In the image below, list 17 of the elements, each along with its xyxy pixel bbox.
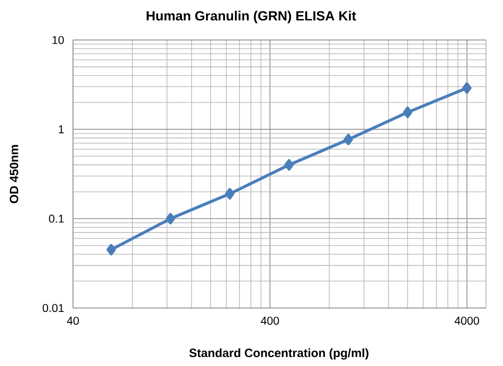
y-tick-label: 0.1 [48, 214, 64, 223]
chart-title: Human Granulin (GRN) ELISA Kit [146, 10, 356, 24]
point [284, 159, 294, 171]
point [166, 212, 176, 224]
y-axis-title: OD 450nm [10, 145, 18, 204]
x-tick-label: 4000 [454, 316, 480, 325]
point [225, 188, 234, 200]
point [462, 82, 472, 94]
y-tick-label: 1 [58, 125, 64, 134]
point [402, 106, 412, 118]
x-tick-label: 40 [66, 316, 79, 325]
y-tick-label: 0.01 [42, 304, 64, 312]
y-tick-label: 10 [52, 36, 64, 44]
x-tick-label: 400 [260, 316, 279, 325]
point [344, 134, 354, 146]
point [106, 244, 116, 256]
x-axis-title: Standard Concentration (pg/ml) [189, 348, 368, 360]
